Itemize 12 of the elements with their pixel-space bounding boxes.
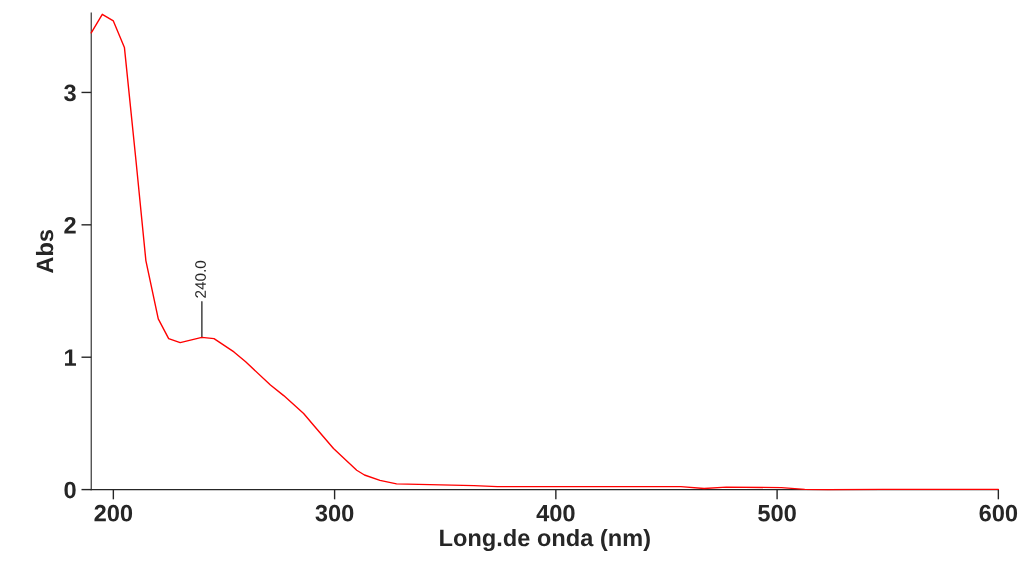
x-tick-label: 300 [315, 504, 354, 522]
x-tick-label: 400 [536, 504, 575, 522]
y-tick-label: 1 [65, 349, 76, 366]
x-axis-title: Long.de onda (nm) [440, 528, 650, 552]
annotation: 240.0 [195, 260, 206, 298]
y-tick-label: 0 [64, 481, 76, 499]
y-tick-label: 2 [64, 216, 76, 234]
y-axis-title: Abs [35, 229, 54, 274]
y-tick-label: 3 [64, 84, 76, 102]
x-tick-label: 200 [94, 504, 133, 522]
x-tick-label: 500 [758, 504, 796, 522]
x-tick-label: 600 [979, 504, 1018, 522]
